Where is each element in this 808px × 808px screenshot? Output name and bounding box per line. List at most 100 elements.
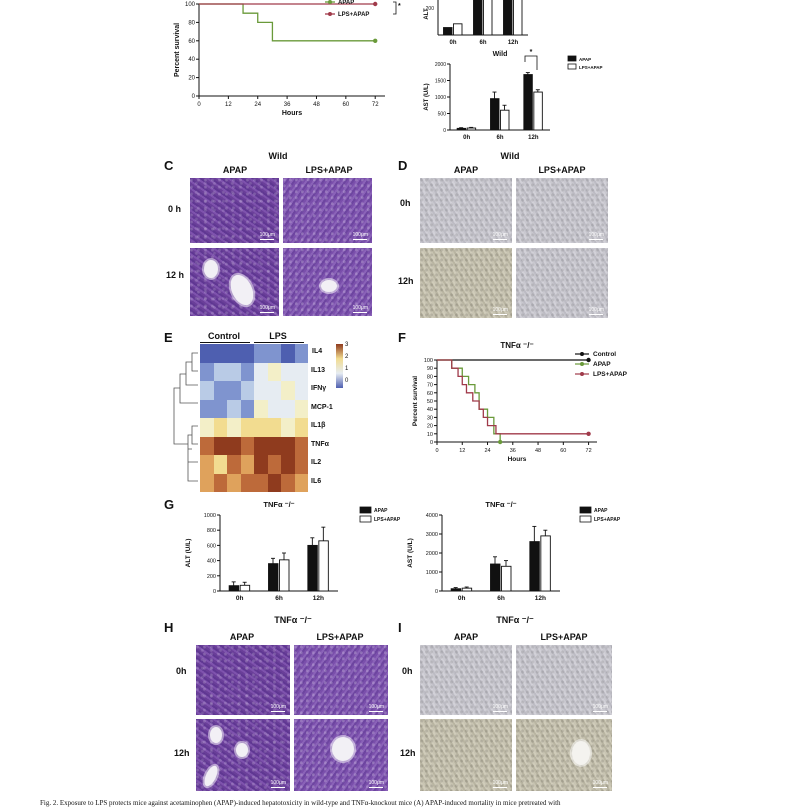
micrograph-h-apap-0h: 100μm (196, 645, 290, 715)
heatmap-cell (213, 473, 227, 492)
heatmap-colorbar (336, 344, 343, 388)
y-tick-label: 2000 (426, 551, 438, 557)
heatmap-cell (294, 455, 308, 474)
legend-swatch (359, 506, 372, 514)
bar (228, 585, 240, 592)
micrograph-d-lps-apap-12h: 100μm (516, 248, 608, 318)
x-axis-label: Hours (282, 110, 302, 117)
heatmap-cell (267, 418, 281, 437)
legend-label: LPS+APAP (579, 65, 603, 70)
y-tick-label: 200 (426, 6, 435, 12)
ast-chart-tnfko: 0 1000 2000 3000 4000 AST (U/L) 0h 6h 12h TNFα ⁻/… (407, 500, 621, 602)
y-tick-label: 0 (192, 94, 196, 100)
scale-bar: 100μm (492, 780, 508, 788)
x-tick-label: 6h (496, 135, 503, 141)
scale-bar: 100μm (352, 232, 368, 240)
heatmap-cell (213, 344, 227, 363)
x-tick-label: 24 (484, 448, 490, 454)
y-axis-label: ALT (424, 8, 430, 20)
legend-label: APAP (594, 508, 608, 514)
heatmap-cell (240, 436, 254, 455)
heatmap-cell (227, 473, 241, 492)
heatmap-cell (294, 418, 308, 437)
heatmap-group-bar-control (200, 342, 250, 343)
heatmap-cell (240, 418, 254, 437)
panel-i-row-12h: 12h (400, 748, 416, 758)
colorbar-tick-label: 0 (345, 378, 349, 384)
heatmap-cell (240, 399, 254, 418)
bar (443, 27, 453, 36)
bar (318, 540, 329, 592)
heatmap-group-lps: LPS (269, 331, 287, 341)
heatmap-cell (227, 399, 241, 418)
y-tick-label: 60 (188, 39, 195, 45)
heatmap-dendrogram (173, 352, 198, 482)
y-tick-label: 600 (207, 543, 216, 549)
bar (473, 0, 483, 36)
x-tick-label: 12 (459, 448, 465, 454)
legend-label: LPS+APAP (338, 12, 369, 18)
panel-d-row-0h: 0h (400, 198, 411, 208)
legend-swatch (567, 63, 577, 70)
heatmap-cell (254, 436, 268, 455)
legend-label: LPS+APAP (374, 517, 401, 523)
heatmap-gene-labels: IL4 IL13 IFNγ MCP-1 IL1β TNFα IL2 IL6 (311, 344, 351, 492)
heatmap-gene-label: IFNγ (311, 385, 327, 393)
y-tick-label: 0 (435, 589, 438, 595)
legend-marker (580, 352, 584, 356)
heatmap-cell (213, 399, 227, 418)
bar (453, 23, 463, 36)
bar (239, 584, 251, 592)
bar (466, 127, 477, 131)
heatmap-gene-label: TNFα (311, 440, 329, 448)
heatmap-cell (240, 381, 254, 400)
x-tick-label: 12h (508, 40, 519, 46)
bar (490, 98, 500, 131)
panel-letter-c: C (164, 158, 174, 173)
y-tick-label: 400 (207, 559, 216, 565)
heatmap-cell (294, 381, 308, 400)
bar (483, 0, 493, 36)
scale-bar: 100μm (259, 232, 275, 240)
heatmap-cell (254, 455, 268, 474)
heatmap-cell (200, 344, 214, 363)
x-tick-label: 48 (313, 102, 320, 108)
panel-d-col-apap: APAP (453, 165, 479, 175)
heatmap-cell (213, 455, 227, 474)
x-tick-label: 24 (254, 102, 261, 108)
x-tick-label: 72 (586, 448, 592, 454)
scale-bar: 100μm (588, 307, 604, 315)
significance-bracket (524, 55, 538, 70)
x-tick-label: 12h (528, 135, 539, 141)
panel-d-title: Wild (500, 151, 520, 161)
bar (279, 559, 290, 592)
colorbar-tick-label: 3 (345, 342, 349, 348)
y-tick-label: 200 (207, 574, 216, 580)
scale-bar: 100μm (592, 704, 608, 712)
panel-h-row-12h: 12h (174, 748, 190, 758)
y-tick-label: 100 (424, 358, 433, 364)
heatmap-cell (294, 399, 308, 418)
heatmap-cell (213, 418, 227, 437)
micrograph-c-apap-12h: 100μm (190, 248, 279, 316)
heatmap-gene-label: IL4 (312, 348, 323, 356)
survival-chart-a: 0 20 40 60 80 100 0 12 24 36 48 60 72 Hours Percent su… (174, 0, 401, 117)
x-tick-label: 72 (372, 102, 379, 108)
y-tick-label: 90 (427, 366, 433, 372)
y-tick-label: 10 (427, 432, 433, 438)
y-tick-label: 40 (427, 407, 433, 413)
micrograph-h-apap-12h: 100μm (196, 719, 290, 791)
panel-h-col-apap: APAP (229, 632, 255, 642)
x-tick-label: 6h (479, 40, 486, 46)
x-tick-label: 0 (197, 102, 201, 108)
heatmap-cell (267, 436, 281, 455)
y-tick-label: 40 (188, 57, 195, 63)
bar (540, 535, 551, 592)
heatmap-cell (281, 381, 295, 400)
x-tick-label: 60 (342, 102, 349, 108)
heatmap-cell (281, 436, 295, 455)
series-marker (373, 1, 378, 7)
legend-label: APAP (593, 361, 611, 368)
series-marker (497, 439, 503, 445)
y-tick-label: 20 (427, 424, 433, 430)
